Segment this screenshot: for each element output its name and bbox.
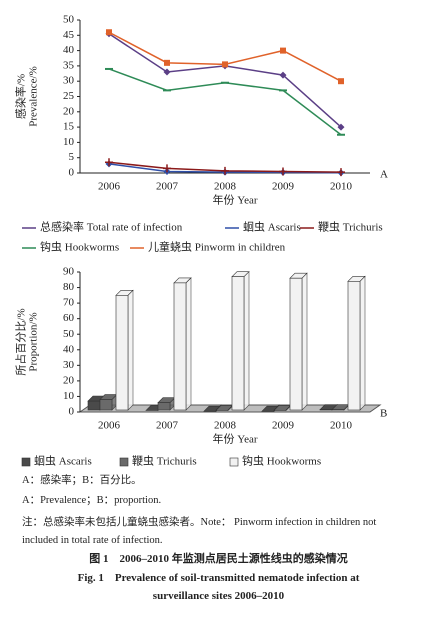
x-axis-label: 年份 Year bbox=[212, 193, 257, 207]
y-axis-label: 感染率/% bbox=[14, 74, 28, 119]
legend-label: 总感染率 Total rate of infection bbox=[40, 220, 183, 234]
y-axis-label: Proportion/% bbox=[28, 312, 40, 371]
x-tick-label: 2009 bbox=[272, 420, 295, 432]
legend-swatch bbox=[229, 457, 239, 467]
y-tick-label: 40 bbox=[63, 343, 75, 355]
marker bbox=[279, 71, 287, 79]
legend-label: 鞭虫 Trichuris bbox=[132, 454, 197, 468]
caption: Fig. 1 Prevalence of soil-transmitted ne… bbox=[77, 572, 360, 602]
panel-label: B bbox=[380, 408, 387, 420]
y-tick-label: 50 bbox=[63, 328, 75, 340]
marker bbox=[222, 61, 228, 68]
y-tick-label: 10 bbox=[63, 136, 75, 148]
x-tick-label: 2010 bbox=[330, 181, 353, 193]
y-tick-label: 0 bbox=[69, 167, 75, 179]
y-tick-label: 0 bbox=[69, 406, 75, 418]
legend-label: 钩虫 Hookworms bbox=[40, 240, 119, 254]
y-tick-label: 20 bbox=[63, 374, 75, 386]
marker bbox=[337, 168, 345, 177]
y-axis-label: 所占百分比/% bbox=[14, 308, 28, 375]
bar bbox=[157, 402, 171, 411]
y-tick-label: 80 bbox=[63, 281, 75, 293]
y-tick-label: 30 bbox=[63, 359, 75, 371]
bar bbox=[115, 295, 129, 411]
y-tick-label: 40 bbox=[63, 44, 75, 56]
x-tick-label: 2007 bbox=[156, 181, 179, 193]
note: A：Prevalence；B：proportion. bbox=[22, 495, 162, 506]
bar-side bbox=[127, 289, 134, 411]
marker bbox=[164, 59, 170, 66]
y-tick-label: 25 bbox=[63, 90, 75, 102]
legend-label: 鞭虫 Trichuris bbox=[318, 220, 383, 234]
bar-side bbox=[243, 270, 250, 411]
y-tick-label: 10 bbox=[63, 390, 75, 402]
x-tick-label: 2008 bbox=[214, 420, 237, 432]
bar-side bbox=[301, 272, 308, 411]
marker bbox=[105, 158, 113, 167]
marker bbox=[279, 167, 287, 176]
x-tick-label: 2006 bbox=[98, 420, 121, 432]
bar-side bbox=[359, 275, 366, 411]
y-tick-label: 90 bbox=[63, 266, 75, 278]
note: A：感染率；B：百分比。 bbox=[22, 475, 142, 486]
y-tick-label: 70 bbox=[63, 297, 75, 309]
y-tick-label: 5 bbox=[69, 151, 75, 163]
marker bbox=[163, 164, 171, 173]
y-tick-label: 45 bbox=[63, 29, 75, 41]
legend-label: 蛔虫 Ascaris bbox=[243, 221, 301, 234]
marker bbox=[106, 29, 112, 36]
y-tick-label: 15 bbox=[63, 121, 75, 133]
y-tick-label: 35 bbox=[63, 59, 75, 71]
marker bbox=[338, 78, 344, 85]
x-axis-label: 年份 Year bbox=[212, 432, 257, 446]
panel-label: A bbox=[380, 169, 388, 181]
x-tick-label: 2010 bbox=[330, 420, 353, 432]
caption: 图 1 2006–2010 年监测点居民土源性线虫的感染情况 bbox=[89, 553, 348, 565]
legend-swatch bbox=[119, 457, 129, 467]
bar bbox=[231, 276, 245, 411]
y-axis-label: Prevalence/% bbox=[28, 66, 40, 126]
marker bbox=[221, 166, 229, 175]
y-tick-label: 60 bbox=[63, 312, 75, 324]
bar bbox=[173, 282, 187, 411]
y-tick-label: 50 bbox=[63, 14, 75, 26]
series-line bbox=[108, 68, 342, 136]
x-tick-label: 2006 bbox=[98, 181, 121, 193]
bar bbox=[99, 399, 113, 411]
bar bbox=[289, 277, 303, 411]
x-tick-label: 2009 bbox=[272, 181, 295, 193]
marker bbox=[280, 47, 286, 54]
legend-label: 钩虫 Hookworms bbox=[242, 454, 321, 468]
legend-label: 蛔虫 Ascaris bbox=[34, 455, 92, 468]
note: 注：总感染率未包括儿童蛲虫感染者。Note： Pinworm infection… bbox=[22, 517, 377, 546]
bar bbox=[347, 281, 361, 411]
marker bbox=[163, 68, 171, 76]
marker bbox=[337, 123, 345, 131]
legend-label: 儿童蛲虫 Pinworm in children bbox=[148, 240, 286, 254]
series-line bbox=[108, 33, 342, 128]
bar-side bbox=[185, 277, 192, 411]
x-tick-label: 2007 bbox=[156, 420, 179, 432]
legend-swatch bbox=[21, 457, 31, 467]
y-tick-label: 20 bbox=[63, 105, 75, 117]
bar bbox=[87, 400, 101, 411]
y-tick-label: 30 bbox=[63, 75, 75, 87]
x-tick-label: 2008 bbox=[214, 181, 237, 193]
